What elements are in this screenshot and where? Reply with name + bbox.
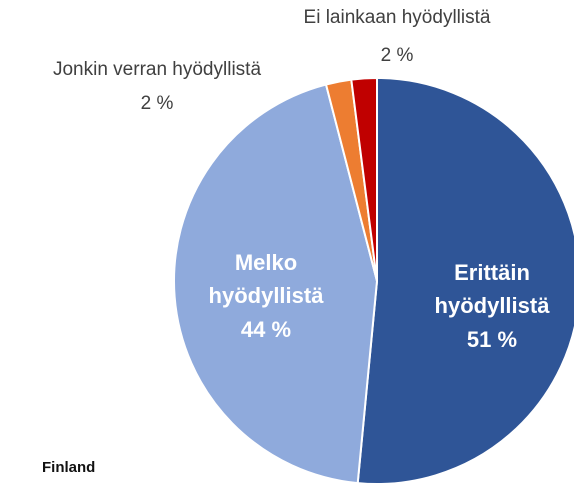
pie-slice bbox=[173, 83, 379, 484]
slice-name: Melko hyödyllistä bbox=[209, 250, 325, 308]
pie bbox=[173, 76, 574, 484]
source-label: Finland bbox=[42, 459, 95, 476]
pie-slice bbox=[356, 76, 574, 484]
slice-name: Ei lainkaan hyödyllistä bbox=[304, 7, 491, 28]
pie-slice bbox=[350, 76, 378, 282]
labels: Erittäin hyödyllistä 51 % Melko hyödyllistä 4… bbox=[53, 7, 550, 352]
slice-value: 2 % bbox=[141, 93, 174, 114]
slice-name: Jonkin verran hyödyllistä bbox=[53, 59, 261, 80]
slice-value: 2 % bbox=[381, 45, 414, 66]
slice-value: 51 % bbox=[467, 327, 517, 352]
slice-name: Erittäin hyödyllistä bbox=[435, 260, 551, 318]
slice-value: 44 % bbox=[241, 317, 291, 342]
